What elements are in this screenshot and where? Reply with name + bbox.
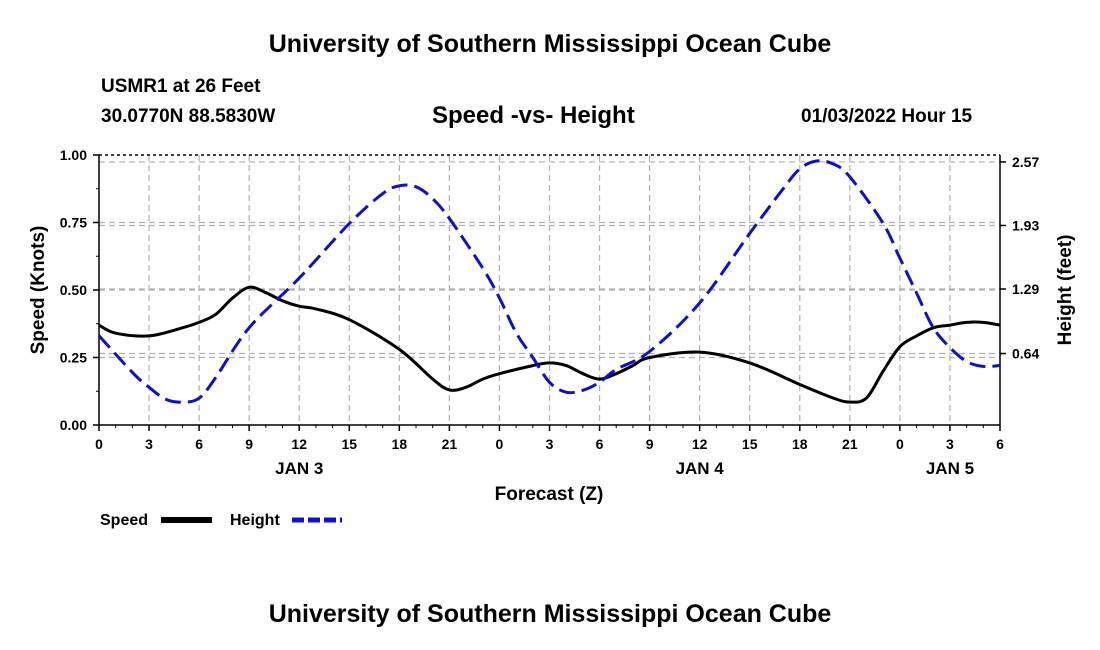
x-tick-label: 15 (341, 436, 357, 452)
x-tick-label: 0 (896, 436, 904, 452)
x-tick-label: 0 (95, 436, 103, 452)
footer-title: University of Southern Mississippi Ocean… (268, 600, 832, 628)
y2-tick-label: 2.57 (1012, 154, 1039, 170)
x-tick-label: 3 (145, 436, 153, 452)
x-tick-label: 21 (842, 436, 858, 452)
x-tick-label: 9 (646, 436, 654, 452)
legend-speed-label: Speed (100, 512, 148, 529)
y-tick-label: 0.25 (60, 350, 87, 366)
y-tick-label: 0.00 (60, 417, 87, 433)
axes: 0 3 6 9 12 15 18 21 0 3 6 9 12 15 18 21 0 3 6 JAN 3 JAN 4 JAN… (60, 147, 1040, 478)
x-tick-label: 12 (692, 436, 708, 452)
station-label: USMR1 at 26 Feet (101, 76, 261, 97)
y-axis-label: Speed (Knots) (28, 226, 49, 355)
y2-tick-label: 1.29 (1012, 281, 1039, 297)
chart-subtitle: Speed -vs- Height (432, 102, 635, 129)
coordinates-label: 30.0770N 88.5830W (101, 106, 276, 127)
y2-axis-label: Height (feet) (1055, 235, 1076, 346)
legend: Speed Height (100, 512, 342, 529)
y2-tick-label: 1.93 (1012, 217, 1039, 233)
y-tick-label: 1.00 (60, 147, 87, 163)
x-tick-label: 9 (245, 436, 253, 452)
x-tick-label: 15 (742, 436, 758, 452)
x-tick-label: 3 (546, 436, 554, 452)
y-tick-label: 0.50 (60, 282, 87, 298)
day-label: JAN 4 (676, 459, 725, 478)
x-tick-label: 18 (392, 436, 408, 452)
x-tick-label: 3 (946, 436, 954, 452)
x-tick-label: 12 (291, 436, 307, 452)
x-tick-label: 6 (596, 436, 604, 452)
y2-tick-label: 0.64 (1012, 346, 1039, 362)
grid (99, 155, 1000, 425)
series-group (97, 159, 1001, 404)
x-tick-label: 21 (442, 436, 458, 452)
page-title: University of Southern Mississippi Ocean… (268, 30, 832, 58)
datetime-label: 01/03/2022 Hour 15 (801, 106, 973, 127)
y-tick-label: 0.75 (60, 215, 87, 231)
x-tick-label: 0 (496, 436, 504, 452)
x-axis-label: Forecast (Z) (495, 484, 604, 505)
x-tick-label: 6 (996, 436, 1004, 452)
height-line (97, 159, 1001, 404)
x-tick-label: 6 (195, 436, 203, 452)
legend-height-label: Height (230, 512, 280, 529)
speed-line (98, 285, 1001, 404)
day-label: JAN 5 (926, 459, 974, 478)
x-tick-label: 18 (792, 436, 808, 452)
day-label: JAN 3 (275, 459, 323, 478)
